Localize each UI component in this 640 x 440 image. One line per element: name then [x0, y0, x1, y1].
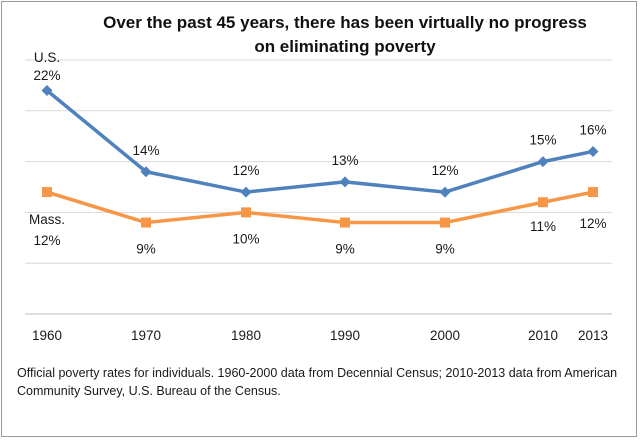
- x-tick-label: 2013: [578, 328, 608, 343]
- data-label: 12%: [232, 163, 259, 178]
- gridlines: [25, 59, 612, 315]
- data-point: [140, 166, 152, 178]
- data-label: 9%: [136, 242, 156, 257]
- data-label: 11%: [530, 219, 556, 234]
- data-label: 14%: [132, 143, 159, 158]
- x-tick-label: 2010: [528, 328, 558, 343]
- x-tick-label: 1970: [131, 328, 161, 343]
- data-point: [241, 207, 251, 218]
- x-tick-label: 1960: [32, 328, 62, 343]
- x-tick-label: 2000: [430, 328, 460, 343]
- data-point: [141, 217, 151, 228]
- data-point: [41, 84, 53, 96]
- chart-title-line-2: on eliminating poverty: [254, 37, 436, 56]
- data-point: [340, 217, 350, 228]
- x-tick-label: 1990: [330, 328, 360, 343]
- x-tick-label: 1980: [231, 328, 261, 343]
- data-point: [440, 217, 450, 228]
- data-label: 12%: [579, 216, 606, 231]
- data-label: 9%: [335, 242, 355, 257]
- series-line-1: [45, 190, 595, 225]
- series-name-label: Mass.: [29, 212, 65, 227]
- data-point: [587, 145, 599, 157]
- data-point: [240, 186, 252, 198]
- data-label: 12%: [33, 233, 60, 248]
- data-point: [339, 176, 351, 188]
- data-label: 22%: [33, 68, 60, 83]
- data-point: [537, 156, 549, 168]
- chart-title-line-1: Over the past 45 years, there has been v…: [103, 13, 587, 32]
- data-label: 12%: [431, 163, 458, 178]
- x-axis-ticks: 1960 1970 1980 1990 2000 2010 2013: [32, 328, 608, 343]
- series-line-0: [45, 88, 595, 194]
- source-note: Official poverty rates for individuals. …: [17, 366, 618, 398]
- series-group: 22% 14% 12% 13% 12% 15% 16% U.S. 12% 9% 10% 9% 9% 11%…: [29, 50, 607, 257]
- data-point: [42, 187, 52, 198]
- data-point: [538, 197, 548, 208]
- data-point: [588, 187, 598, 198]
- series-name-label: U.S.: [34, 50, 60, 65]
- data-label: 10%: [232, 231, 259, 246]
- data-point: [439, 186, 451, 198]
- data-label: 15%: [529, 133, 556, 148]
- data-label: 9%: [435, 242, 455, 257]
- data-label: 13%: [331, 153, 358, 168]
- data-label: 16%: [579, 122, 606, 137]
